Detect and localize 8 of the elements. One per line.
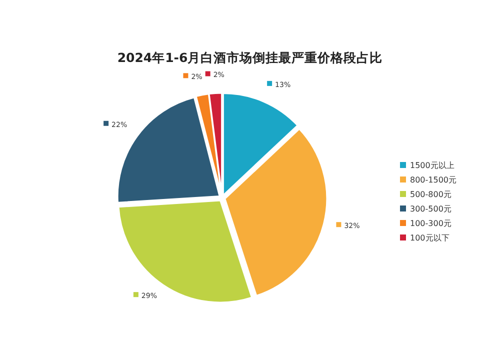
legend-label: 1500元以上 <box>410 161 454 170</box>
chart-title: 2024年1-6月白酒市场倒挂最严重价格段占比 <box>117 50 383 65</box>
legend-label: 100-300元 <box>410 219 452 228</box>
pie-slice <box>118 200 253 304</box>
legend-label: 500-800元 <box>410 190 452 199</box>
legend-label: 800-1500元 <box>410 176 457 184</box>
legend-label: 300-500元 <box>410 204 452 214</box>
legend-label: 100元以下 <box>410 234 450 242</box>
